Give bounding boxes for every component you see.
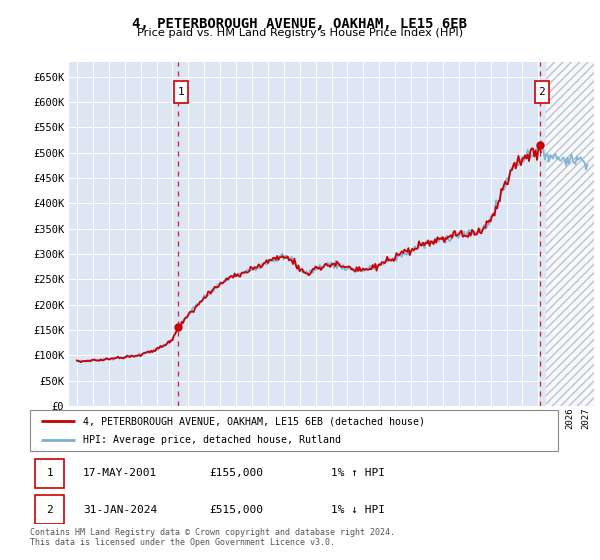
FancyBboxPatch shape (174, 81, 188, 103)
Text: £155,000: £155,000 (209, 468, 263, 478)
Text: Price paid vs. HM Land Registry's House Price Index (HPI): Price paid vs. HM Land Registry's House … (137, 28, 463, 38)
Text: HPI: Average price, detached house, Rutland: HPI: Average price, detached house, Rutl… (83, 435, 341, 445)
Bar (35, 495, 64, 524)
Text: Contains HM Land Registry data © Crown copyright and database right 2024.
This d: Contains HM Land Registry data © Crown c… (30, 528, 395, 547)
Text: £515,000: £515,000 (209, 505, 263, 515)
Text: 1% ↓ HPI: 1% ↓ HPI (331, 505, 385, 515)
Text: 1: 1 (46, 468, 53, 478)
Text: 1: 1 (178, 87, 184, 97)
Bar (35, 459, 64, 488)
FancyBboxPatch shape (535, 81, 549, 103)
Text: 4, PETERBOROUGH AVENUE, OAKHAM, LE15 6EB: 4, PETERBOROUGH AVENUE, OAKHAM, LE15 6EB (133, 17, 467, 31)
Text: 2: 2 (539, 87, 545, 97)
Text: 31-JAN-2024: 31-JAN-2024 (83, 505, 157, 515)
Text: 1% ↑ HPI: 1% ↑ HPI (331, 468, 385, 478)
Text: 17-MAY-2001: 17-MAY-2001 (83, 468, 157, 478)
Text: 4, PETERBOROUGH AVENUE, OAKHAM, LE15 6EB (detached house): 4, PETERBOROUGH AVENUE, OAKHAM, LE15 6EB… (83, 417, 425, 426)
Text: 2: 2 (46, 505, 53, 515)
